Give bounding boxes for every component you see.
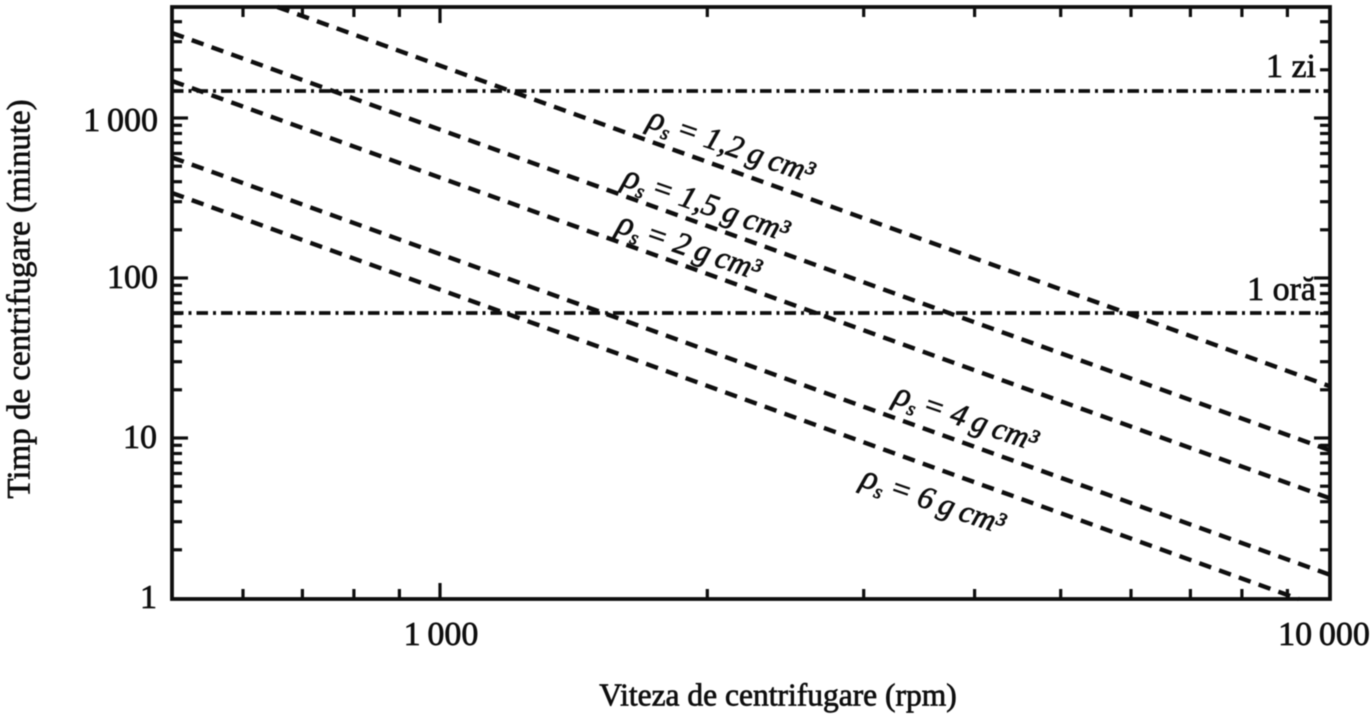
svg-text:1 oră: 1 oră — [1247, 271, 1316, 308]
svg-text:1: 1 — [140, 579, 157, 616]
svg-text:1 000: 1 000 — [404, 616, 479, 653]
svg-text:Viteza de centrifugare (rpm): Viteza de centrifugare (rpm) — [599, 678, 957, 713]
svg-text:Timp de centrifugare (minute): Timp de centrifugare (minute) — [2, 99, 38, 498]
svg-text:100: 100 — [107, 259, 158, 296]
svg-text:10 000: 10 000 — [1278, 616, 1370, 653]
svg-text:1 000: 1 000 — [83, 102, 158, 139]
svg-text:10: 10 — [123, 419, 157, 456]
svg-text:1 zi: 1 zi — [1266, 48, 1316, 85]
